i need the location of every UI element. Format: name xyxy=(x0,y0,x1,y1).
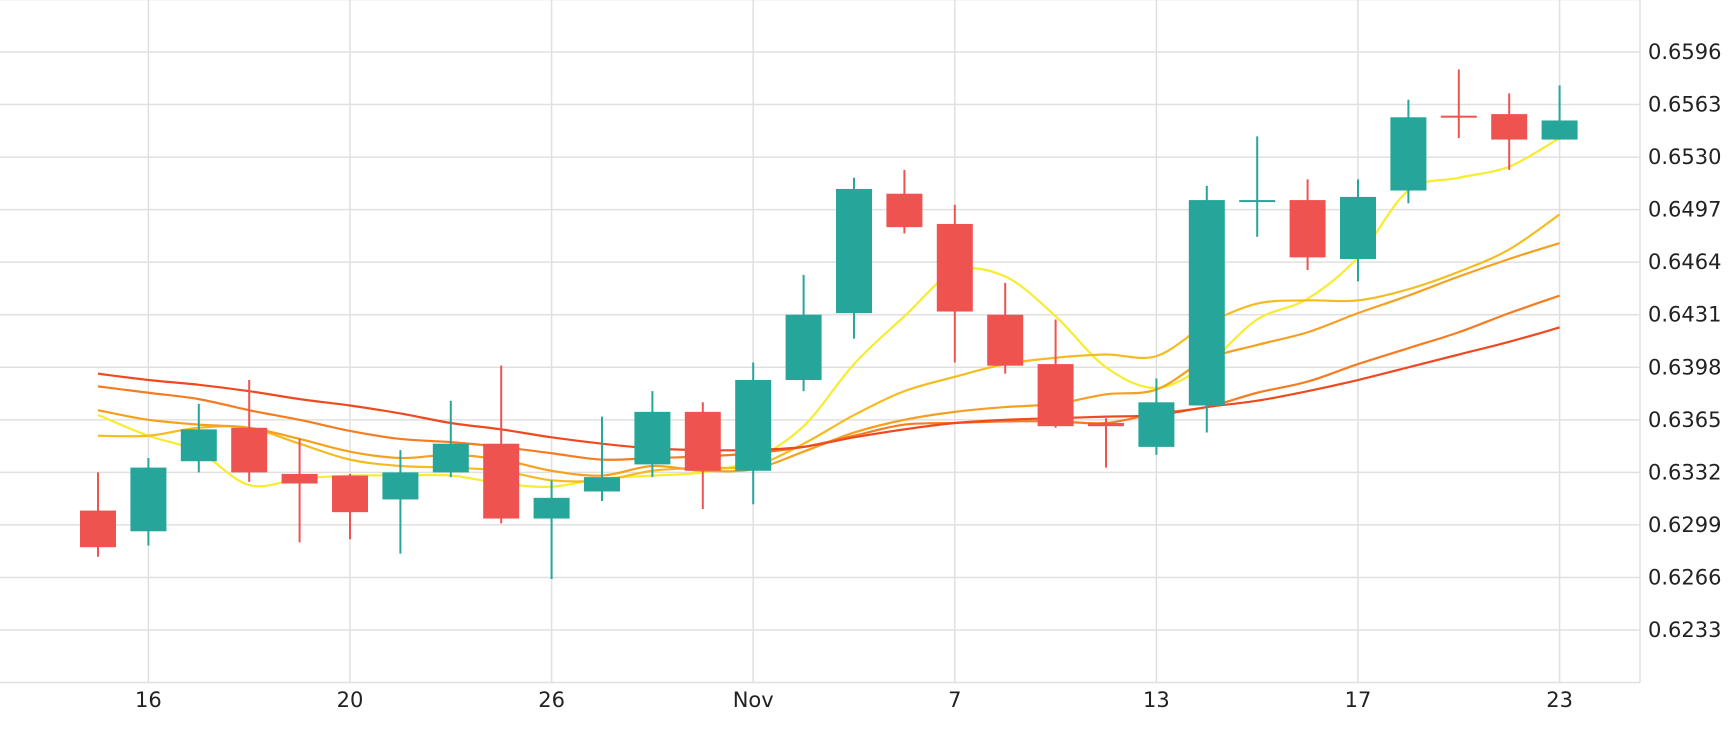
candle-body xyxy=(1390,117,1427,191)
candles xyxy=(80,69,1578,580)
candle xyxy=(1138,378,1175,455)
candle-body xyxy=(936,223,973,312)
candle xyxy=(1239,136,1276,237)
candle-body xyxy=(584,477,620,492)
candle xyxy=(1390,99,1427,204)
candle-body xyxy=(533,497,570,519)
candle xyxy=(533,480,570,580)
x-tick-label: 17 xyxy=(1345,688,1372,712)
candle-body xyxy=(836,188,872,314)
moving-average-line-1 xyxy=(97,137,1561,488)
candle xyxy=(1188,185,1225,433)
moving-average-line-2 xyxy=(97,213,1561,483)
candle xyxy=(987,282,1024,374)
candle-body xyxy=(231,427,268,473)
candle-body xyxy=(886,193,923,228)
candle xyxy=(1340,179,1376,282)
candle-body xyxy=(180,429,217,462)
candle-body xyxy=(483,443,520,519)
y-tick-label: 0.6464 xyxy=(1648,250,1721,274)
candle xyxy=(735,362,772,505)
y-tick-label: 0.6596 xyxy=(1648,40,1721,64)
y-tick-label: 0.6530 xyxy=(1648,145,1721,169)
axis-labels: 0.6596 0.6563 0.6530 0.6497 0.6464 0.6431 0.63… xyxy=(135,40,1721,712)
x-tick-label: 20 xyxy=(337,688,364,712)
candle-body xyxy=(1088,423,1124,427)
candle xyxy=(1541,85,1578,140)
candle xyxy=(130,458,167,546)
y-tick-label: 0.6563 xyxy=(1648,93,1721,117)
x-tick-label: 16 xyxy=(135,688,162,712)
y-tick-label: 0.6365 xyxy=(1648,408,1721,432)
candle xyxy=(231,380,268,482)
candle xyxy=(382,450,419,554)
y-tick-label: 0.6431 xyxy=(1648,303,1721,327)
x-tick-label: 23 xyxy=(1546,688,1573,712)
candle xyxy=(684,402,721,509)
candle-body xyxy=(332,475,368,513)
candle xyxy=(1289,179,1326,271)
y-tick-label: 0.6266 xyxy=(1648,565,1721,589)
moving-average-line-5 xyxy=(97,326,1560,452)
candle xyxy=(1088,418,1124,468)
y-tick-label: 0.6398 xyxy=(1648,355,1721,379)
candle-body xyxy=(1340,196,1376,259)
candle xyxy=(332,473,368,540)
candle xyxy=(936,204,973,363)
candle xyxy=(584,416,620,502)
candle-body xyxy=(1188,200,1225,406)
x-tick-label: 7 xyxy=(948,688,961,712)
candle xyxy=(80,472,116,557)
y-tick-label: 0.6299 xyxy=(1648,513,1721,537)
candle-body xyxy=(1037,364,1074,427)
candle xyxy=(281,438,318,543)
candle xyxy=(785,274,822,392)
candle xyxy=(483,365,520,524)
candle-body xyxy=(1239,200,1276,203)
moving-averages xyxy=(97,137,1561,488)
candle-body xyxy=(785,314,822,381)
candle-body xyxy=(382,472,419,500)
candle-body xyxy=(1541,120,1578,140)
candle-body xyxy=(1289,200,1326,258)
candle xyxy=(1491,93,1528,170)
y-tick-label: 0.6332 xyxy=(1648,460,1721,484)
candle-body xyxy=(80,510,116,548)
candle xyxy=(634,391,671,478)
candle xyxy=(1440,69,1477,138)
candle xyxy=(836,177,872,339)
candle-body xyxy=(684,411,721,471)
y-tick-label: 0.6497 xyxy=(1648,198,1721,222)
candle-body xyxy=(735,380,772,471)
candle-body xyxy=(1138,402,1175,447)
x-tick-label: 26 xyxy=(538,688,565,712)
candle-body xyxy=(987,314,1024,366)
candle-body xyxy=(634,411,671,465)
x-tick-label: Nov xyxy=(733,688,774,712)
x-tick-label: 13 xyxy=(1143,688,1170,712)
candle xyxy=(886,169,923,234)
candle-body xyxy=(281,473,318,484)
candle-body xyxy=(432,443,469,473)
candle xyxy=(432,400,469,478)
candle xyxy=(180,403,217,473)
candle-body xyxy=(1491,114,1528,140)
candle-body xyxy=(1440,115,1477,118)
y-tick-label: 0.6233 xyxy=(1648,618,1721,642)
candle xyxy=(1037,319,1074,428)
candle-body xyxy=(130,467,167,532)
